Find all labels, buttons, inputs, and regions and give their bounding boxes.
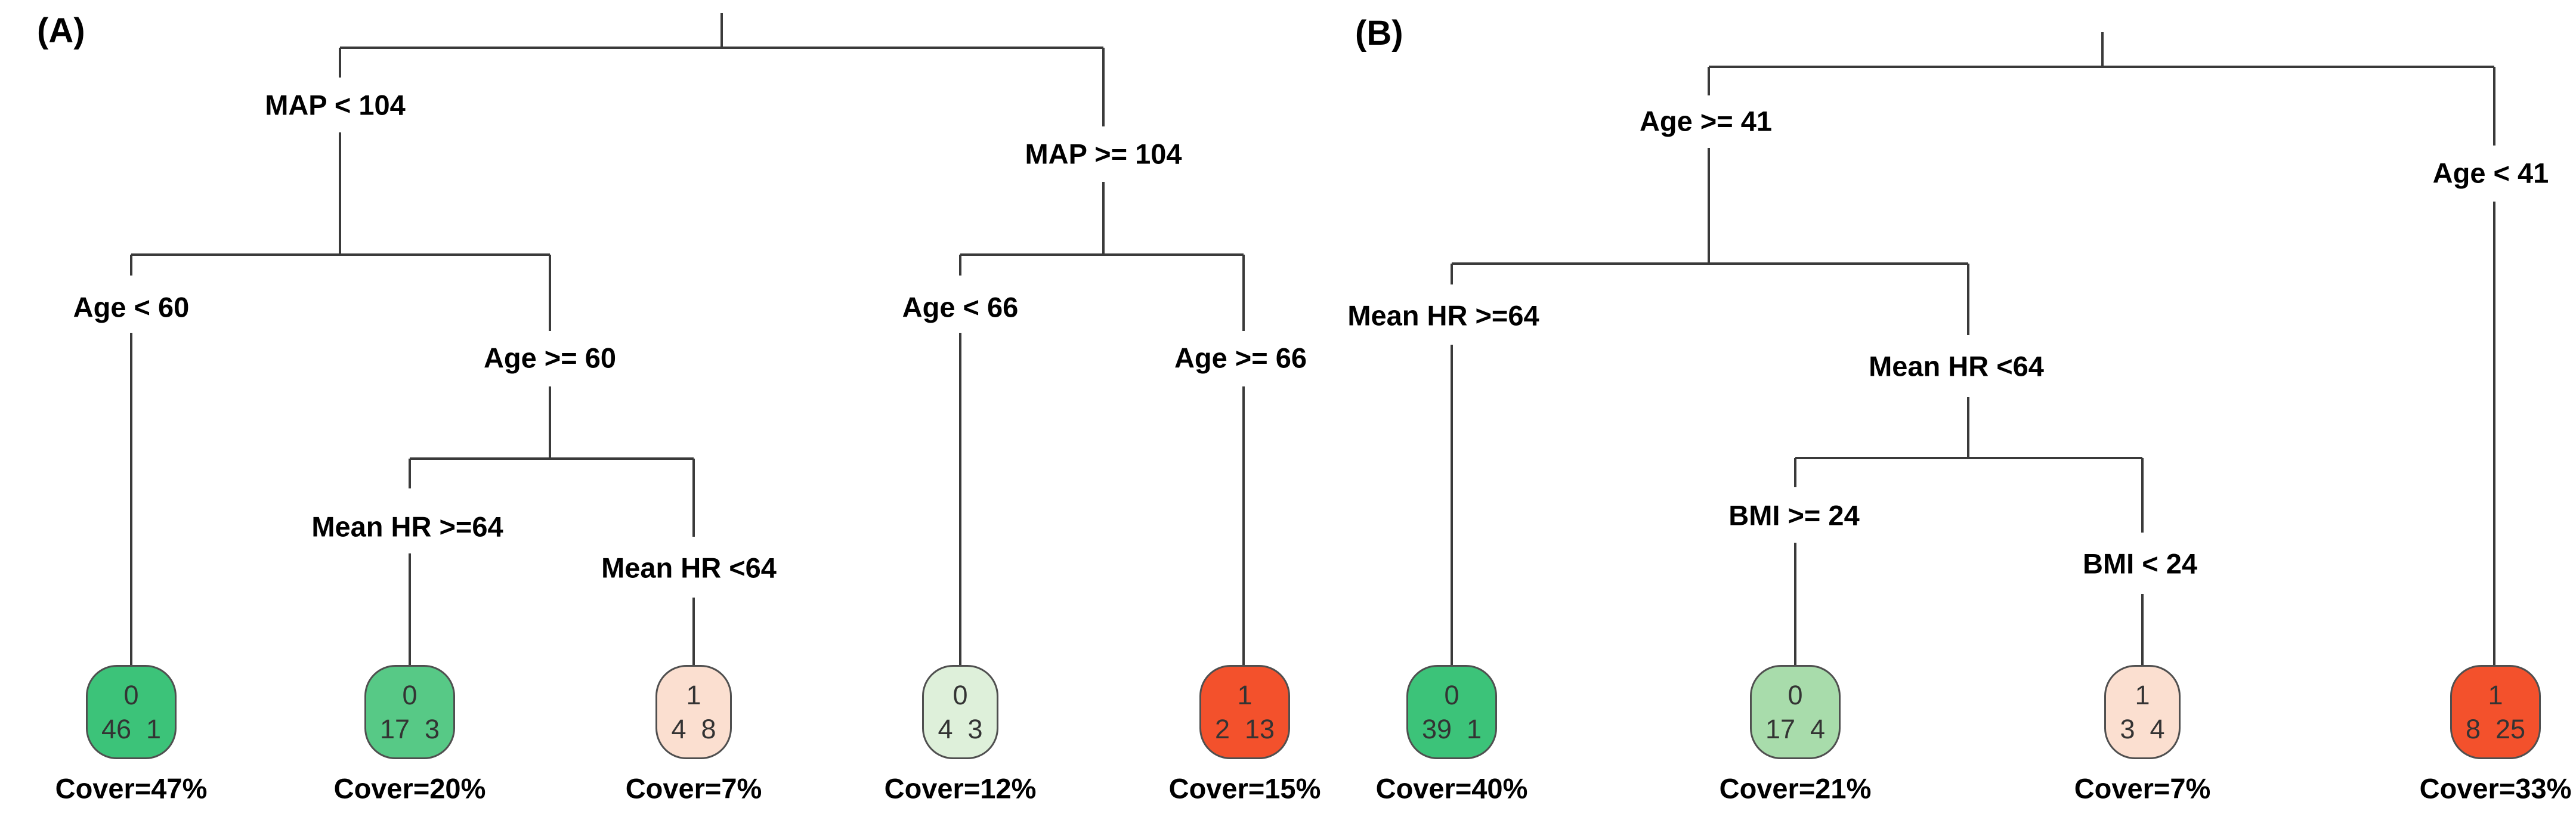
leaf-cover-label: Cover=21% xyxy=(1719,772,1872,805)
leaf-class-value: 0 xyxy=(402,679,418,710)
tree-a-split-label: Age < 60 xyxy=(73,291,190,323)
leaf-class-value: 1 xyxy=(2488,679,2503,710)
leaf-cover-label: Cover=12% xyxy=(884,772,1037,805)
leaf-class-value: 0 xyxy=(1788,679,1803,710)
leaf-class-value: 1 xyxy=(2135,679,2150,710)
leaf-cover-label: Cover=47% xyxy=(55,772,208,805)
leaf-count-values: 4 3 xyxy=(938,714,983,744)
tree-b-split-label: Age < 41 xyxy=(2432,157,2549,189)
tree-a-split-label: Mean HR >=64 xyxy=(311,510,503,543)
tree-b-split-label: Mean HR >=64 xyxy=(1347,299,1539,332)
leaf-cover-label: Cover=33% xyxy=(2419,772,2572,805)
tree-b-split-label: Age >= 41 xyxy=(1639,105,1773,137)
tree-a-split-label: Age < 66 xyxy=(902,291,1019,323)
tree-a-split-label: MAP >= 104 xyxy=(1025,138,1182,170)
tree-b-leaf-node: 0 39 1 xyxy=(1406,665,1497,759)
tree-a-leaf-node: 1 2 13 xyxy=(1199,665,1290,759)
leaf-count-values: 39 1 xyxy=(1421,714,1482,744)
leaf-class-value: 1 xyxy=(1237,679,1253,710)
leaf-count-values: 17 4 xyxy=(1765,714,1826,744)
leaf-count-values: 3 4 xyxy=(2120,714,2165,744)
leaf-count-values: 46 1 xyxy=(101,714,162,744)
leaf-class-value: 0 xyxy=(123,679,139,710)
tree-a-leaf-node: 0 17 3 xyxy=(364,665,455,759)
tree-a-split-label: MAP < 104 xyxy=(265,89,406,121)
leaf-cover-label: Cover=7% xyxy=(2074,772,2211,805)
tree-b-split-label: Mean HR <64 xyxy=(1869,350,2044,382)
tree-a-split-label: Mean HR <64 xyxy=(601,552,777,584)
leaf-class-value: 1 xyxy=(686,679,701,710)
leaf-count-values: 8 25 xyxy=(2465,714,2526,744)
leaf-cover-label: Cover=15% xyxy=(1168,772,1321,805)
tree-b-split-label: BMI >= 24 xyxy=(1728,499,1860,531)
leaf-cover-label: Cover=7% xyxy=(625,772,762,805)
leaf-count-values: 2 13 xyxy=(1214,714,1275,744)
panel-a-label: (A) xyxy=(37,11,85,50)
leaf-count-values: 4 8 xyxy=(671,714,716,744)
tree-b-leaf-node: 0 17 4 xyxy=(1750,665,1841,759)
leaf-class-value: 0 xyxy=(953,679,968,710)
tree-a-split-label: Age >= 66 xyxy=(1174,342,1307,374)
leaf-cover-label: Cover=20% xyxy=(333,772,486,805)
leaf-cover-label: Cover=40% xyxy=(1375,772,1528,805)
leaf-class-value: 0 xyxy=(1444,679,1459,710)
leaf-count-values: 17 3 xyxy=(379,714,440,744)
tree-b-leaf-node: 1 8 25 xyxy=(2450,665,2541,759)
tree-a-leaf-node: 0 46 1 xyxy=(86,665,177,759)
tree-b-split-label: BMI < 24 xyxy=(2083,547,2197,580)
tree-a-split-label: Age >= 60 xyxy=(483,342,617,374)
panel-b-label: (B) xyxy=(1355,14,1403,52)
